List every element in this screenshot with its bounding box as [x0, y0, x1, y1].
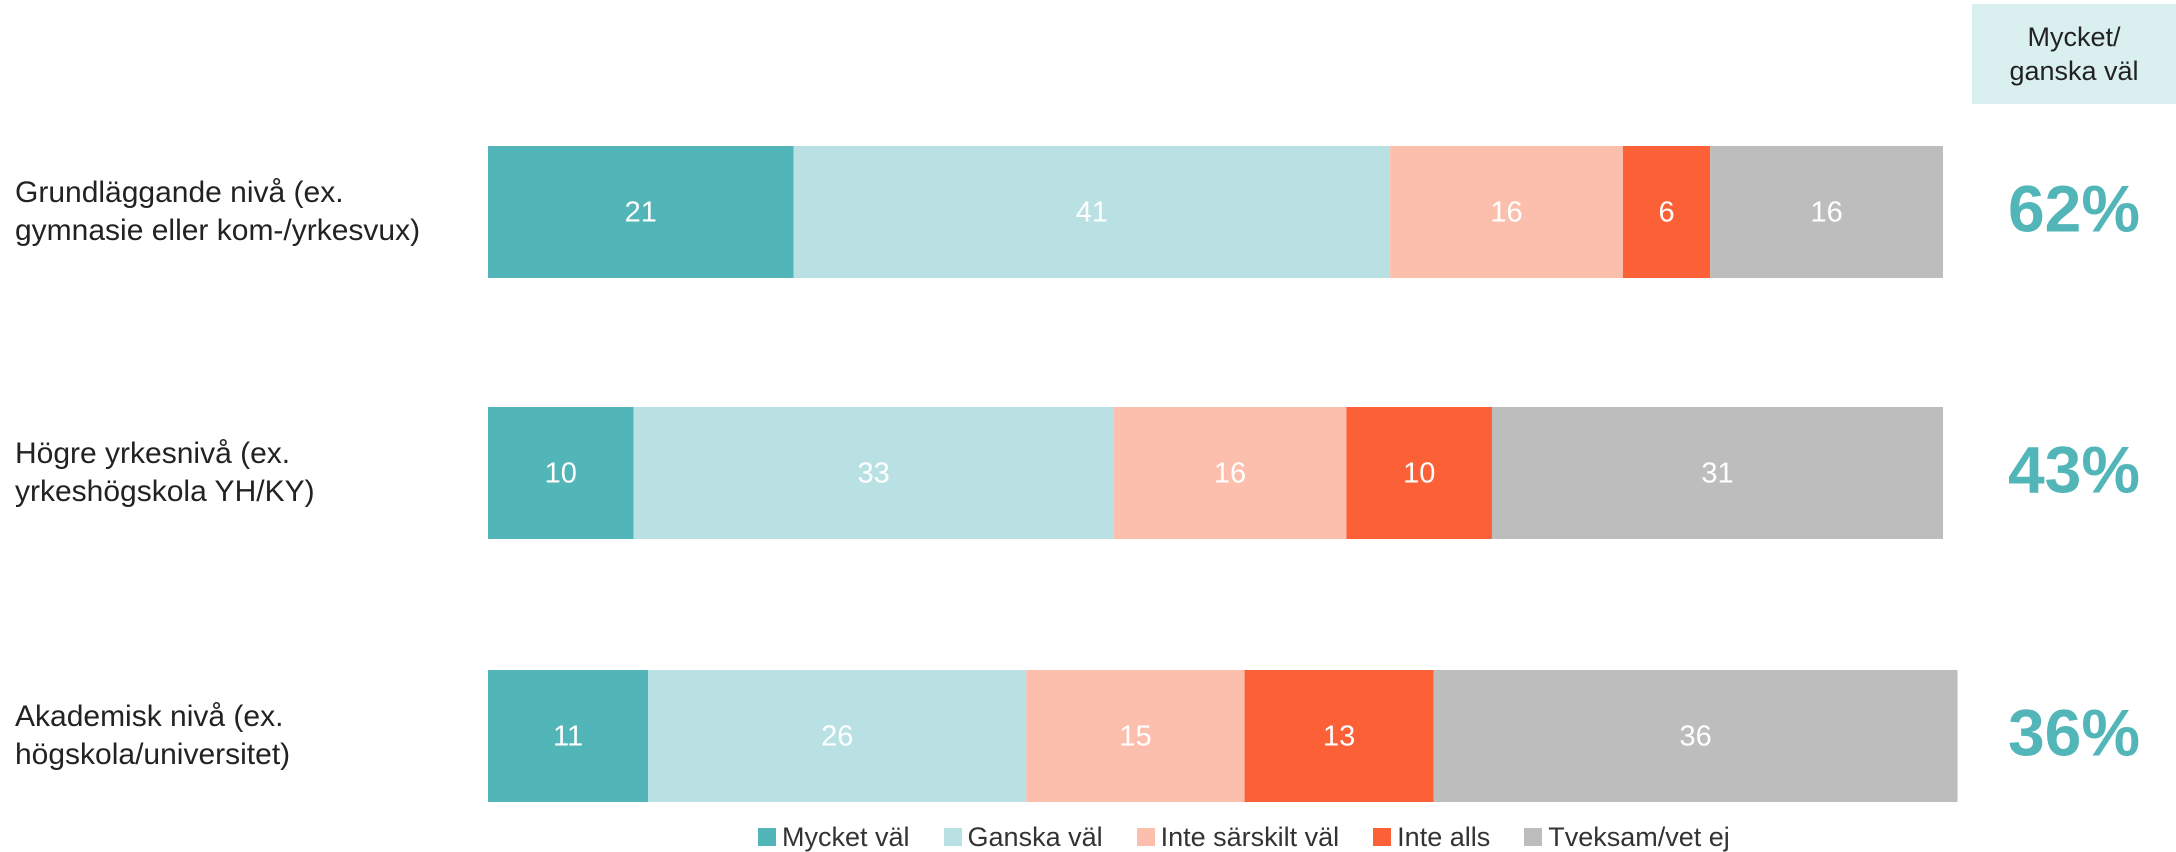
bar-segment [1491, 407, 1943, 539]
data-label: 11 [553, 721, 583, 753]
legend: Mycket väl Ganska väl Inte särskilt väl Int… [758, 820, 1730, 852]
bar-segment [1433, 670, 1958, 802]
data-label: 16 [1810, 197, 1842, 229]
summary-header-line: ganska väl [2009, 56, 2139, 86]
bar-segment [648, 670, 1027, 802]
data-label: 26 [821, 721, 853, 753]
data-label: 13 [1323, 721, 1355, 753]
bar-segment [1622, 146, 1711, 278]
legend-item: Ganska väl [943, 820, 1103, 852]
data-label: 41 [1076, 197, 1108, 229]
legend-item: Mycket väl [758, 820, 910, 852]
legend-swatch [1373, 828, 1392, 846]
data-label: 31 [1701, 458, 1733, 490]
legend-item: Inte alls [1373, 820, 1490, 852]
legend-label: Inte särskilt väl [1160, 822, 1340, 852]
data-label: 15 [1119, 721, 1151, 753]
bar-segment [1113, 407, 1347, 539]
data-label: 33 [857, 458, 889, 490]
legend-swatch [1524, 828, 1543, 846]
legend-label: Inte alls [1397, 822, 1491, 852]
bar-segment [1390, 146, 1623, 278]
legend-item: Inte särskilt väl [1136, 820, 1340, 852]
legend-label: Tveksam/vet ej [1548, 822, 1730, 852]
bar-segment [633, 407, 1114, 539]
bar-segment [1026, 670, 1245, 802]
legend-item: Tveksam/vet ej [1524, 820, 1730, 852]
data-label: 21 [625, 197, 657, 229]
bar-segment [488, 670, 649, 802]
bar-segment [1346, 407, 1492, 539]
data-label: 10 [545, 458, 577, 490]
summary-value: 36% [2008, 695, 2140, 769]
bar-segment [488, 407, 634, 539]
summary-value: 43% [2008, 432, 2140, 506]
bar-segment [488, 146, 794, 278]
data-label: 16 [1214, 458, 1246, 490]
category-label: Akademisk nivå (ex. högskola/universitet… [15, 700, 291, 771]
category-label: Högre yrkesnivå (ex. yrkeshögskola YH/KY… [15, 437, 315, 508]
summary-header: Mycket/ganska väl [1972, 4, 2176, 104]
data-label: 6 [1658, 197, 1674, 229]
legend-swatch [1136, 828, 1155, 846]
data-label: 36 [1680, 721, 1712, 753]
legend-label: Mycket väl [782, 822, 910, 852]
data-label: 10 [1403, 458, 1435, 490]
summary-header-line: Mycket/ [2027, 22, 2121, 52]
legend-label: Ganska väl [967, 822, 1103, 852]
legend-swatch [758, 828, 776, 846]
category-label: Grundläggande nivå (ex. gymnasie eller k… [15, 176, 421, 247]
bar-segment [1244, 670, 1434, 802]
data-label: 16 [1490, 197, 1522, 229]
legend-swatch [943, 828, 962, 846]
bar-segment [793, 146, 1391, 278]
bar-segment [1710, 146, 1943, 278]
summary-value: 62% [2008, 171, 2140, 245]
